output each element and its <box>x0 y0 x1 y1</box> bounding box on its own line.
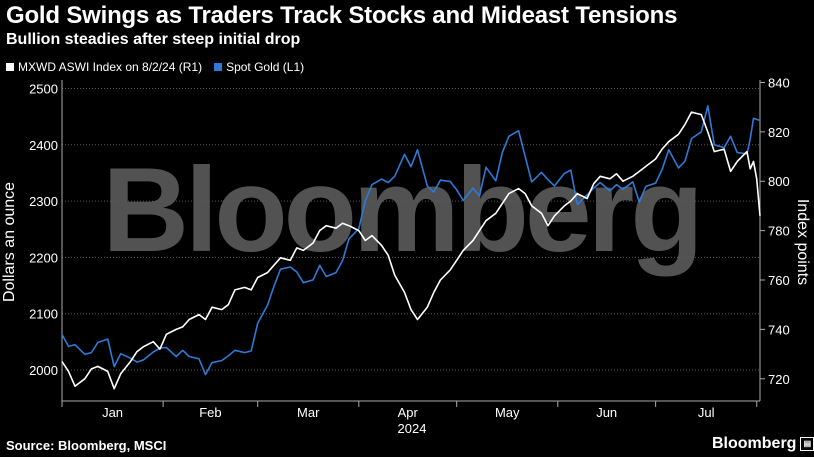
brand-name: Bloomberg <box>712 435 797 452</box>
x-tick-label: Apr <box>398 405 419 420</box>
legend-swatch-msci <box>6 63 14 71</box>
y-left-tick-label: 2500 <box>29 81 58 96</box>
x-tick-label: May <box>495 405 520 420</box>
bloomberg-logo: Bloomberg ▤ <box>712 435 814 453</box>
x-tick-label: Feb <box>199 405 221 420</box>
chart-icon: ▤ <box>800 437 814 451</box>
y-left-tick-label: 2300 <box>29 194 58 209</box>
legend-swatch-gold <box>214 63 223 71</box>
y-right-tick-label: 820 <box>768 125 790 140</box>
x-tick-label: Mar <box>297 405 320 420</box>
series-lines <box>61 105 761 390</box>
legend-item-msci: MXWD ASWI Index on 8/2/24 (R1) <box>6 60 202 74</box>
x-axis-label: 2024 <box>398 421 427 436</box>
y-axis-right-label: Index points <box>794 199 811 285</box>
y-left-tick-label: 2100 <box>29 307 58 322</box>
x-tick-label: Jun <box>596 405 617 420</box>
gridlines <box>62 87 760 371</box>
y-left-tick-label: 2000 <box>29 363 58 378</box>
axes: 2000 2100 2200 2300 2400 2500 720 740 760 780 800 8… <box>29 75 790 420</box>
y-right-tick-label: 800 <box>768 174 790 189</box>
series-line-msci <box>61 111 761 390</box>
legend: MXWD ASWI Index on 8/2/24 (R1) Spot Gold… <box>6 60 304 74</box>
y-right-tick-label: 720 <box>768 372 790 387</box>
legend-label-gold: Spot Gold (L1) <box>226 60 305 74</box>
y-right-tick-label: 840 <box>768 75 790 90</box>
source-note: Source: Bloomberg, MSCI <box>6 438 167 453</box>
x-tick-label: Jul <box>698 405 715 420</box>
bloomberg-watermark: Bloomberg <box>102 143 699 277</box>
series-line-gold <box>61 105 761 376</box>
y-left-tick-label: 2200 <box>29 250 58 265</box>
chart-subtitle: Bullion steadies after steep initial dro… <box>6 31 301 48</box>
y-axis-left-label: Dollars an ounce <box>1 182 18 302</box>
legend-label-msci: MXWD ASWI Index on 8/2/24 (R1) <box>18 60 203 74</box>
y-right-tick-label: 760 <box>768 273 790 288</box>
chart-title: Gold Swings as Traders Track Stocks and … <box>6 2 678 29</box>
y-right-tick-label: 740 <box>768 322 790 337</box>
y-right-tick-label: 780 <box>768 224 790 239</box>
y-left-tick-label: 2400 <box>29 138 58 153</box>
x-tick-label: Jan <box>102 405 123 420</box>
legend-item-gold: Spot Gold (L1) <box>214 60 304 74</box>
